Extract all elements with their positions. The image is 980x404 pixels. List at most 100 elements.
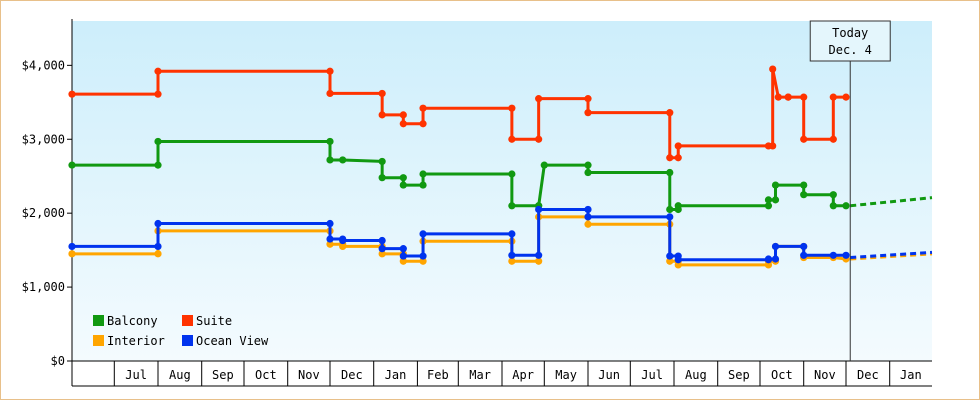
series-point (829, 251, 837, 259)
series-point (326, 235, 334, 243)
series-point (419, 230, 427, 238)
series-projection-line (850, 250, 933, 260)
series-point (774, 93, 782, 101)
series-point (419, 120, 427, 128)
x-tick-label: Mar (469, 368, 491, 382)
x-tick-label: Aug (685, 368, 707, 382)
series-point (378, 174, 386, 182)
series-point (68, 161, 76, 169)
series-point (584, 161, 592, 169)
series-point (339, 156, 347, 164)
series-point (326, 67, 334, 75)
series-point (800, 251, 808, 259)
series-point (399, 181, 407, 189)
series-point (339, 242, 347, 251)
series-point (584, 95, 592, 103)
series-point (508, 251, 516, 259)
plot-area (72, 21, 932, 361)
legend-swatch (93, 315, 104, 326)
series-point (584, 213, 592, 221)
series-point (842, 202, 850, 210)
series-point (326, 240, 334, 248)
series-point (508, 202, 516, 210)
series-point (419, 181, 427, 189)
series-point (584, 109, 592, 117)
series-point (842, 93, 850, 101)
series-point (326, 219, 334, 228)
series-point (535, 205, 543, 214)
series-point (800, 191, 808, 199)
today-label-box (809, 20, 891, 62)
series-point (399, 252, 407, 260)
y-tick-label: $0 (51, 354, 65, 368)
series-point (674, 256, 682, 264)
y-tick-label: $3,000 (22, 132, 65, 146)
series-suite (68, 65, 850, 162)
series-point (674, 202, 682, 210)
series-point (800, 93, 808, 101)
x-tick-label: May (555, 368, 577, 382)
series-point (666, 168, 674, 177)
x-tick-label: Sep (728, 368, 750, 382)
series-point (666, 213, 674, 221)
series-point (154, 137, 162, 146)
y-tick-label: $1,000 (22, 280, 65, 294)
series-point (419, 257, 427, 265)
series-point (508, 230, 516, 238)
legend-item: Interior (93, 334, 165, 348)
x-tick-label: Feb (427, 368, 449, 382)
series-point (378, 111, 386, 119)
x-tick-label: Aug (169, 368, 191, 382)
series-point (399, 257, 407, 265)
series-point (378, 250, 386, 258)
series-point (419, 170, 427, 178)
series-point (535, 95, 543, 103)
x-tick-label: Nov (298, 368, 320, 382)
series-point (154, 219, 162, 228)
series-point (399, 174, 407, 182)
series-point (666, 109, 674, 117)
x-tick-label: Jul (641, 368, 663, 382)
series-point (154, 67, 162, 75)
series-point (829, 202, 837, 210)
x-tick-label: Apr (512, 368, 534, 382)
series-point (764, 196, 773, 204)
x-tick-label: Jun (598, 368, 620, 382)
series-point (508, 170, 516, 178)
series-point (666, 205, 674, 214)
y-tick-label: $2,000 (22, 206, 65, 220)
series-point (508, 135, 516, 143)
series-point (535, 135, 543, 143)
series-point (771, 255, 780, 263)
series-point (378, 245, 386, 253)
legend-swatch (182, 335, 193, 346)
series-point (584, 220, 592, 228)
series-point (68, 250, 76, 258)
series-point (378, 157, 386, 166)
series-point (800, 181, 808, 189)
series-projection-line (850, 196, 933, 208)
legend-item: Suite (182, 314, 232, 328)
series-point (508, 257, 516, 265)
series-point (154, 90, 162, 98)
today-label: Today (832, 26, 868, 40)
x-tick-label: Jul (125, 368, 147, 382)
series-point (154, 250, 162, 258)
series-point (326, 137, 334, 146)
series-point (829, 93, 837, 101)
legend-label: Ocean View (196, 334, 269, 348)
x-tick-label: Oct (255, 368, 277, 382)
series-point (68, 90, 76, 98)
series-point (540, 161, 548, 169)
series-point (378, 89, 386, 98)
series-point (674, 261, 682, 269)
series-point (584, 205, 592, 214)
series-balcony (68, 137, 933, 214)
series-point (378, 236, 386, 245)
series-point (666, 252, 674, 260)
series-point (339, 236, 347, 245)
series-point (326, 89, 334, 98)
series-point (771, 196, 780, 204)
series-point (326, 156, 334, 164)
series-point (419, 104, 427, 112)
